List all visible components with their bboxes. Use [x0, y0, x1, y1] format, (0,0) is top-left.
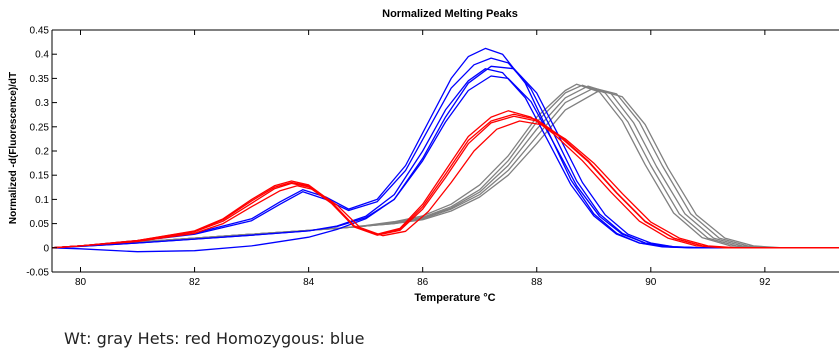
series-line-het-6 [51, 115, 839, 249]
series-line-wt-2 [51, 83, 839, 249]
y-tick-label: 0.15 [30, 171, 50, 182]
y-tick-label: 0.35 [30, 74, 50, 85]
series-line-het-8 [51, 113, 839, 249]
x-tick-label: 88 [531, 277, 543, 288]
x-tick-label: 84 [303, 277, 315, 288]
y-tick-label: 0.1 [35, 195, 49, 206]
series-line-wt-1 [51, 87, 839, 249]
series-line-hom-13 [51, 65, 839, 253]
series-line-hom-10 [51, 57, 839, 249]
series-line-hom-11 [51, 68, 839, 249]
x-axis-label: Temperature °C [414, 292, 495, 304]
x-tick-label: 86 [417, 277, 429, 288]
plot-area [51, 47, 839, 253]
series-line-hom-9 [51, 47, 839, 249]
axes: -0.05 0 0.05 0.1 0.15 0.2 0.25 0.3 0.35 0.4 0.45 80… [26, 26, 839, 288]
series-line-hom-12 [51, 75, 839, 249]
y-tick-label: -0.05 [26, 268, 49, 279]
series-line-wt-4 [51, 89, 839, 249]
x-tick-label: 92 [759, 277, 771, 288]
y-axis-label: Normalized -d(Fluorescence)/dT [8, 72, 19, 224]
series-line-het-5 [51, 110, 839, 249]
series-line-het-7 [51, 120, 839, 249]
y-tick-label: 0.3 [35, 98, 49, 109]
y-tick-label: 0.05 [30, 219, 50, 230]
y-tick-label: 0.25 [30, 122, 50, 133]
x-tick-label: 82 [189, 277, 201, 288]
y-tick-label: 0.4 [35, 50, 49, 61]
y-tick-label: 0.45 [30, 26, 50, 37]
x-tick-label: 80 [75, 277, 87, 288]
x-tick-label: 90 [645, 277, 657, 288]
chart-title: Normalized Melting Peaks [382, 8, 518, 20]
y-tick-label: 0.2 [35, 147, 49, 158]
genotype-caption: Wt: gray Hets: red Homozygous: blue [64, 329, 365, 348]
y-tick-label: 0 [43, 243, 49, 254]
